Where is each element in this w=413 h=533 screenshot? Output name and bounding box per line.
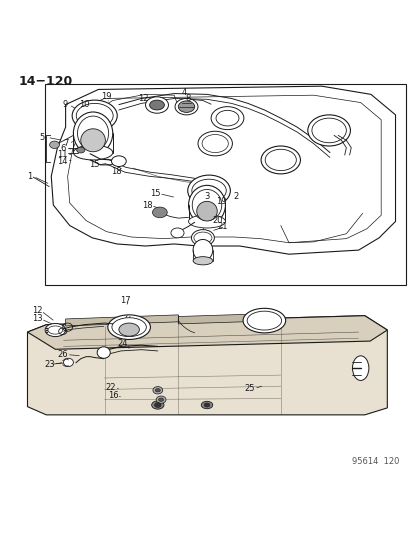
Text: 14−120: 14−120	[19, 75, 73, 88]
Ellipse shape	[155, 389, 160, 392]
Ellipse shape	[76, 103, 113, 128]
Ellipse shape	[242, 308, 285, 333]
Text: 6: 6	[60, 144, 65, 154]
Text: 5: 5	[40, 133, 45, 142]
Ellipse shape	[73, 145, 112, 160]
Ellipse shape	[152, 207, 167, 217]
Text: 17: 17	[120, 296, 131, 304]
Ellipse shape	[45, 324, 65, 336]
Ellipse shape	[151, 401, 164, 409]
Ellipse shape	[211, 107, 243, 130]
Ellipse shape	[73, 112, 112, 155]
Text: 19: 19	[216, 197, 226, 206]
Text: 19: 19	[101, 92, 112, 101]
Text: 16: 16	[108, 391, 119, 400]
Text: 21: 21	[216, 222, 227, 231]
Ellipse shape	[351, 356, 368, 381]
Ellipse shape	[192, 239, 212, 261]
Text: 12: 12	[31, 306, 42, 315]
Ellipse shape	[76, 147, 85, 153]
Ellipse shape	[154, 402, 161, 408]
Text: 1: 1	[27, 172, 33, 181]
Ellipse shape	[311, 118, 346, 143]
Ellipse shape	[149, 100, 164, 110]
Ellipse shape	[111, 156, 126, 166]
Text: 11: 11	[57, 150, 68, 159]
Ellipse shape	[188, 215, 225, 228]
Ellipse shape	[77, 116, 108, 150]
Ellipse shape	[64, 358, 73, 367]
Ellipse shape	[158, 398, 163, 401]
Text: 25: 25	[244, 384, 255, 393]
Text: 3: 3	[204, 191, 209, 200]
Text: 23: 23	[44, 360, 55, 368]
Ellipse shape	[188, 185, 225, 225]
Ellipse shape	[97, 347, 110, 358]
Ellipse shape	[171, 228, 184, 238]
Text: 13: 13	[31, 314, 42, 324]
Ellipse shape	[156, 396, 166, 403]
Text: 15: 15	[150, 189, 161, 198]
Ellipse shape	[112, 318, 146, 336]
Text: 18: 18	[142, 201, 152, 211]
Ellipse shape	[119, 323, 139, 336]
Ellipse shape	[72, 100, 117, 131]
Text: 22: 22	[105, 383, 116, 392]
Ellipse shape	[187, 175, 230, 206]
Ellipse shape	[261, 146, 300, 174]
Ellipse shape	[307, 115, 349, 146]
Ellipse shape	[191, 230, 214, 246]
Text: 4: 4	[181, 88, 187, 97]
Text: 26: 26	[57, 350, 68, 359]
Ellipse shape	[81, 129, 105, 152]
Ellipse shape	[50, 141, 59, 149]
Ellipse shape	[178, 101, 194, 112]
Text: 20: 20	[211, 216, 222, 225]
Ellipse shape	[107, 315, 150, 340]
Polygon shape	[51, 86, 394, 254]
Text: 8: 8	[185, 94, 191, 103]
Text: 14: 14	[57, 157, 68, 166]
Ellipse shape	[192, 257, 212, 265]
Text: 95614  120: 95614 120	[351, 457, 399, 466]
Ellipse shape	[197, 131, 232, 156]
Bar	[45, 84, 405, 285]
Polygon shape	[65, 315, 178, 326]
Ellipse shape	[145, 97, 168, 113]
Polygon shape	[27, 316, 387, 415]
Text: 12: 12	[138, 94, 148, 103]
Text: 9: 9	[63, 100, 68, 109]
Ellipse shape	[247, 311, 281, 330]
Ellipse shape	[175, 99, 197, 115]
Ellipse shape	[152, 386, 162, 394]
Polygon shape	[178, 313, 280, 324]
Text: 10: 10	[78, 100, 89, 109]
Text: 24: 24	[117, 339, 128, 348]
Ellipse shape	[216, 110, 238, 126]
Text: 7: 7	[63, 139, 68, 148]
Text: 15: 15	[89, 160, 99, 169]
Ellipse shape	[204, 403, 209, 407]
Ellipse shape	[201, 401, 212, 409]
Text: 2: 2	[233, 192, 238, 201]
Ellipse shape	[196, 201, 217, 221]
Text: 18: 18	[110, 166, 121, 175]
Polygon shape	[27, 316, 387, 349]
